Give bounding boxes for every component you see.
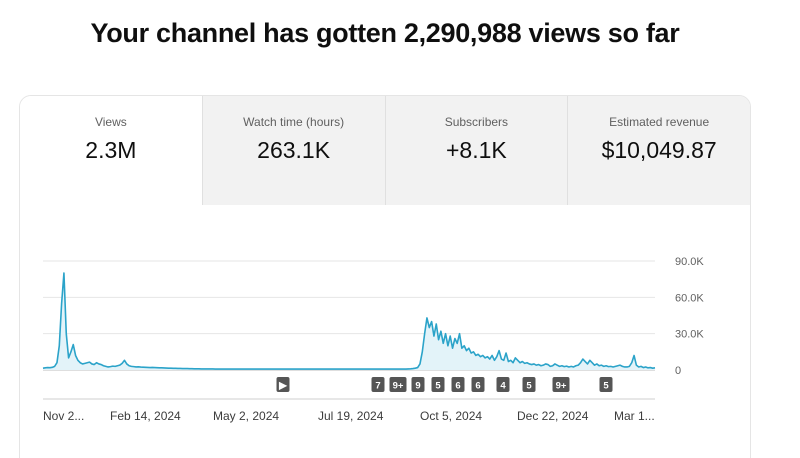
tab-value: $10,049.87 xyxy=(601,137,717,163)
event-marker-label: 6 xyxy=(475,381,480,392)
page-headline: Your channel has gotten 2,290,988 views … xyxy=(90,18,680,48)
event-marker-label: 9+ xyxy=(556,381,567,392)
event-marker-label: 4 xyxy=(500,381,506,392)
chart-svg: 0 30.0K 60.0K 90.0K ▶ 7 9+ 9 5 6 6 4 5 9+ 5 Nov 2... Feb… xyxy=(42,256,704,423)
metric-tabs: Views 2.3M Watch time (hours) 263.1K Sub… xyxy=(20,96,750,205)
tab-label: Estimated revenue xyxy=(609,115,710,129)
event-marker[interactable] xyxy=(496,377,510,392)
x-tick-label: Feb 14, 2024 xyxy=(110,409,181,423)
event-marker[interactable] xyxy=(276,377,290,392)
event-marker[interactable] xyxy=(411,377,425,392)
event-marker[interactable] xyxy=(599,377,613,392)
event-marker-label: 5 xyxy=(435,381,441,392)
tab-value: 263.1K xyxy=(257,137,331,163)
event-marker[interactable] xyxy=(522,377,536,392)
y-tick-label: 30.0K xyxy=(675,329,704,341)
event-marker[interactable] xyxy=(471,377,485,392)
event-marker-label: 7 xyxy=(375,381,380,392)
event-marker-label: 9+ xyxy=(393,381,404,392)
x-tick-label: Jul 19, 2024 xyxy=(318,409,384,423)
tab-subscribers[interactable]: Subscribers +8.1K xyxy=(384,96,568,205)
event-marker[interactable] xyxy=(552,377,570,392)
series-area xyxy=(43,273,655,370)
tab-label: Watch time (hours) xyxy=(243,115,345,129)
tab-views[interactable]: Views 2.3M xyxy=(20,96,202,205)
x-tick-label: May 2, 2024 xyxy=(213,409,279,423)
series-line xyxy=(42,272,656,370)
tab-label: Views xyxy=(94,115,127,129)
y-tick-label: 90.0K xyxy=(675,256,704,268)
event-marker[interactable] xyxy=(451,377,465,392)
event-marker-label: 9 xyxy=(415,381,420,392)
y-tick-label: 0 xyxy=(675,365,681,377)
x-tick-label: Mar 1... xyxy=(614,409,655,423)
event-marker[interactable] xyxy=(389,377,407,392)
x-tick-label: Nov 2... xyxy=(43,409,84,423)
event-marker-label: 6 xyxy=(455,381,460,392)
event-marker[interactable] xyxy=(431,377,445,392)
event-marker[interactable] xyxy=(371,377,385,392)
views-chart[interactable]: 0 30.0K 60.0K 90.0K ▶ 7 9+ 9 5 6 6 4 5 9+ 5 Nov 2... Feb… xyxy=(20,205,750,458)
tab-value: +8.1K xyxy=(446,137,507,163)
x-tick-label: Oct 5, 2024 xyxy=(420,409,482,423)
play-icon: ▶ xyxy=(278,381,288,392)
tab-label: Subscribers xyxy=(444,115,509,129)
event-marker-label: 5 xyxy=(526,381,532,392)
tab-value: 2.3M xyxy=(85,137,137,163)
analytics-card: Views 2.3M Watch time (hours) 263.1K Sub… xyxy=(19,95,751,458)
x-tick-label: Dec 22, 2024 xyxy=(517,409,589,423)
event-marker-label: 5 xyxy=(603,381,609,392)
y-tick-label: 60.0K xyxy=(675,292,704,304)
tab-watch-time[interactable]: Watch time (hours) 263.1K xyxy=(201,96,385,205)
tab-estimated-revenue[interactable]: Estimated revenue $10,049.87 xyxy=(567,96,750,205)
